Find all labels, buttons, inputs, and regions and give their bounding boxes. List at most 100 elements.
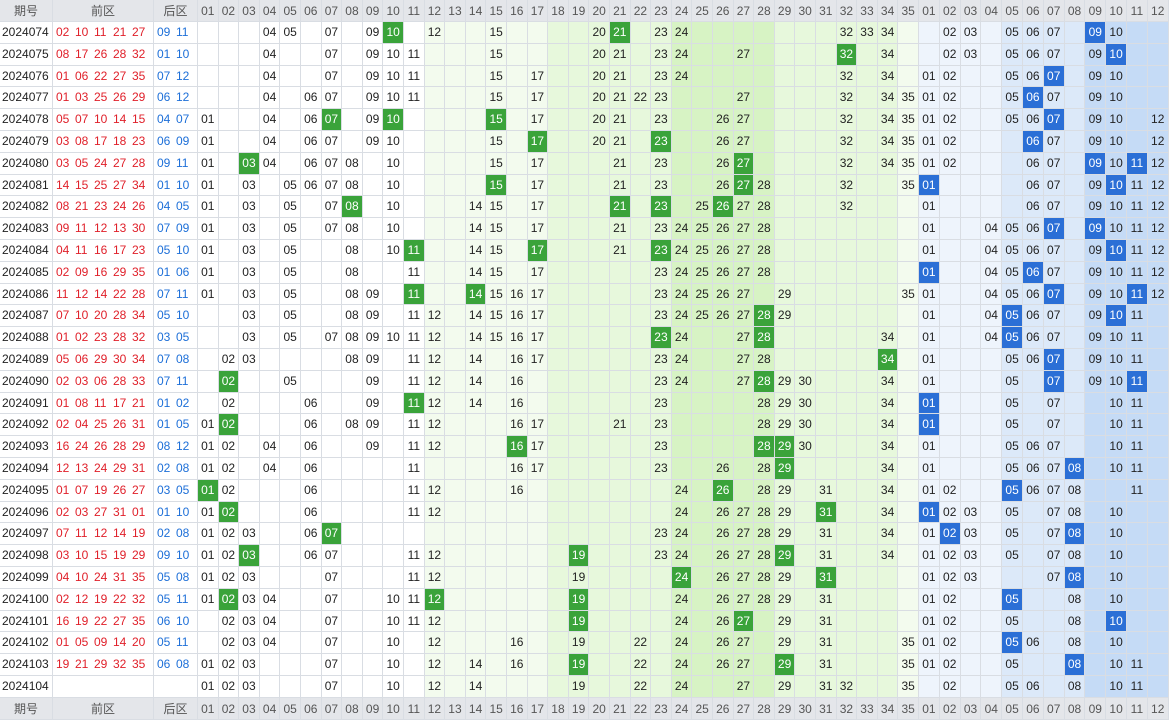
footer-front-number-col: 24 — [671, 697, 693, 720]
front-trend-cell — [362, 588, 384, 611]
back-draw-cell: 06 10 — [154, 610, 198, 633]
header-front-number-col: 29 — [774, 0, 796, 22]
front-trend-cell — [362, 567, 384, 589]
front-trend-cell: 34 — [877, 479, 899, 502]
front-trend-cell: 24 — [671, 654, 693, 676]
front-trend-cell: 23 — [651, 65, 672, 88]
front-trend-cell: 07 — [321, 22, 343, 44]
back-trend-cell: 02 — [939, 131, 961, 153]
front-trend-cell — [836, 523, 858, 546]
back-trend-cell: 01 — [919, 327, 940, 349]
front-number: 17 — [113, 395, 127, 410]
back-number: 08 — [176, 657, 190, 672]
front-trend-cell: 01 — [198, 654, 219, 676]
back-trend-cell — [1064, 349, 1086, 371]
back-number: 11 — [176, 591, 189, 606]
back-trend-cell: 09 — [1085, 327, 1107, 349]
back-trend-cell: 01 — [919, 458, 940, 480]
front-trend-cell — [301, 305, 322, 328]
back-number: 05 — [157, 591, 171, 606]
front-trend-cell: 07 — [321, 174, 343, 197]
back-trend-cell — [1127, 131, 1148, 153]
front-trend-cell — [857, 305, 878, 328]
front-trend-cell: 02 — [218, 479, 240, 502]
front-trend-cell — [630, 501, 652, 524]
front-trend-cell — [898, 436, 919, 458]
header-front-number-col: 28 — [754, 0, 775, 22]
back-draw-cell: 01 05 — [154, 414, 198, 437]
front-trend-cell: 14 — [465, 327, 487, 349]
period-cell: 2024083 — [0, 218, 53, 240]
header-front-number-col: 08 — [342, 0, 363, 22]
front-trend-cell — [527, 370, 549, 393]
back-hit-cell: 10 — [1106, 43, 1127, 66]
front-trend-cell — [630, 392, 652, 415]
back-trend-cell — [960, 654, 982, 676]
front-trend-cell — [486, 632, 507, 655]
back-hit-cell: 01 — [919, 414, 940, 437]
front-trend-cell — [898, 305, 919, 328]
front-draw-cell: 03 05 24 27 28 — [53, 152, 154, 175]
front-trend-cell — [754, 610, 775, 633]
back-trend-cell: 05 — [1002, 65, 1023, 88]
front-number: 12 — [56, 461, 70, 475]
back-hit-cell: 07 — [1043, 283, 1065, 306]
back-trend-cell — [1127, 545, 1148, 567]
front-trend-cell — [486, 676, 507, 698]
front-hit-cell: 07 — [321, 109, 343, 131]
header-period-label: 期号 — [0, 0, 53, 22]
front-trend-cell — [568, 458, 590, 480]
back-trend-cell: 09 — [1085, 370, 1107, 393]
front-trend-cell: 10 — [383, 196, 404, 219]
back-trend-cell — [1147, 479, 1169, 502]
front-trend-cell — [795, 610, 816, 633]
front-trend-cell — [568, 87, 590, 110]
front-trend-cell: 29 — [774, 305, 796, 328]
front-trend-cell: 11 — [404, 370, 425, 393]
front-trend-cell: 17 — [527, 414, 549, 437]
front-number: 03 — [56, 155, 70, 170]
back-trend-cell: 07 — [1043, 196, 1065, 219]
back-trend-cell: 05 — [1002, 676, 1023, 698]
back-trend-cell: 09 — [1085, 109, 1107, 131]
front-trend-cell — [465, 131, 487, 153]
front-number: 03 — [75, 373, 89, 388]
front-trend-cell — [507, 523, 528, 546]
front-trend-cell — [445, 22, 466, 44]
front-trend-cell — [362, 501, 384, 524]
back-trend-cell: 08 — [1064, 479, 1086, 502]
front-trend-cell — [774, 43, 796, 66]
front-trend-cell: 34 — [877, 545, 899, 567]
front-trend-cell — [877, 676, 899, 698]
front-hit-cell: 29 — [774, 458, 796, 480]
back-trend-cell — [1023, 567, 1044, 589]
front-number: 28 — [113, 308, 127, 323]
front-number: 01 — [56, 330, 70, 345]
back-draw-cell: 02 08 — [154, 458, 198, 480]
front-trend-cell: 07 — [321, 588, 343, 611]
back-number: 06 — [157, 134, 171, 148]
front-trend-cell — [816, 349, 837, 371]
front-trend-cell — [465, 501, 487, 524]
front-trend-cell — [692, 588, 713, 611]
front-number: 15 — [75, 177, 89, 192]
front-trend-cell — [610, 305, 631, 328]
front-trend-cell: 01 — [198, 131, 219, 153]
front-trend-cell: 23 — [651, 109, 672, 131]
period-cell: 2024085 — [0, 261, 53, 284]
front-trend-cell: 05 — [280, 370, 301, 393]
header-back-number-col: 10 — [1106, 0, 1127, 22]
front-trend-cell — [857, 436, 878, 458]
back-trend-cell — [981, 65, 1003, 88]
front-draw-cell: 02 12 19 22 32 — [53, 588, 154, 611]
front-number: 05 — [56, 112, 70, 127]
front-trend-cell — [548, 65, 569, 88]
front-trend-cell: 12 — [424, 676, 446, 698]
back-trend-cell: 06 — [1023, 327, 1044, 349]
front-trend-cell: 33 — [857, 22, 878, 44]
header-front-number-col: 12 — [424, 0, 446, 22]
back-trend-cell — [939, 349, 961, 371]
front-hit-cell: 27 — [733, 174, 755, 197]
back-number: 05 — [157, 243, 171, 257]
